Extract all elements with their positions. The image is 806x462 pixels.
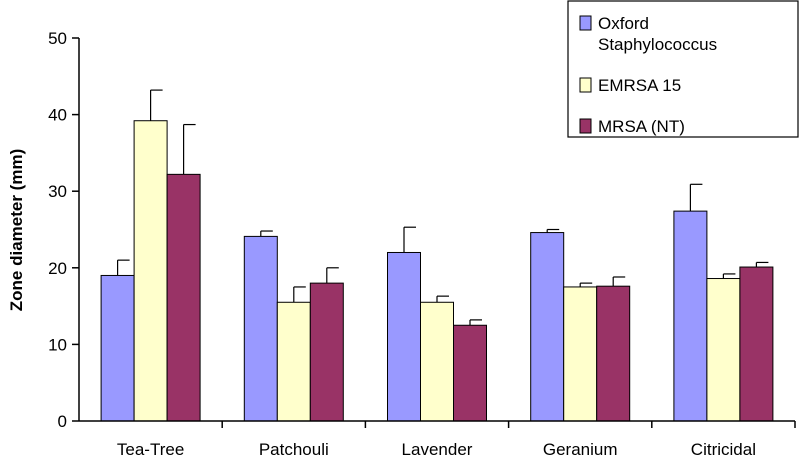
bar-mrsa-nt--geranium	[596, 285, 631, 422]
y-axis-label: Zone diameter (mm)	[7, 149, 26, 311]
bar-emrsa-15-geranium	[563, 286, 598, 422]
bar-emrsa-15-patchouli	[276, 301, 311, 422]
x-ticks: Tea-Tree Patchouli Lavender Geranium Citrici…	[117, 421, 796, 459]
y-tick-label: 30	[48, 182, 67, 201]
bar-emrsa-15-lavender	[420, 301, 454, 422]
y-tick-label: 10	[48, 335, 67, 354]
x-tick-label: Lavender	[402, 440, 473, 459]
y-tick-label: 0	[58, 412, 67, 431]
legend-swatch	[579, 77, 592, 93]
bars-layer	[100, 120, 774, 422]
legend-label: MRSA (NT)	[598, 117, 685, 136]
x-tick-label: Patchouli	[259, 440, 329, 459]
bar-mrsa-nt--tea-tree	[166, 173, 201, 422]
x-tick-label: Tea-Tree	[117, 440, 184, 459]
bar-oxford-staphylococcus-lavender	[387, 251, 421, 422]
legend: Oxford Staphylococcus EMRSA 15 MRSA (NT)	[567, 0, 799, 138]
bar-oxford-staphylococcus-citricidal	[673, 210, 708, 422]
bar-emrsa-15-tea-tree	[133, 120, 168, 422]
bar-mrsa-nt--patchouli	[309, 282, 344, 422]
x-tick-label: Geranium	[543, 440, 618, 459]
error-bars-layer	[116, 89, 769, 326]
bar-mrsa-nt--citricidal	[739, 266, 774, 422]
legend-label: Oxford	[598, 14, 649, 33]
y-tick-label: 50	[48, 29, 67, 48]
bar-emrsa-15-citricidal	[706, 278, 741, 422]
legend-label: Staphylococcus	[598, 35, 717, 54]
bar-mrsa-nt--lavender	[453, 324, 487, 422]
legend-swatch	[579, 15, 592, 31]
y-tick-label: 20	[48, 259, 67, 278]
legend-label: EMRSA 15	[598, 76, 681, 95]
y-tick-label: 40	[48, 106, 67, 125]
y-ticks: 0 10 20 30 40 50	[48, 29, 79, 431]
bar-oxford-staphylococcus-patchouli	[243, 235, 278, 422]
legend-swatch	[579, 118, 592, 134]
legend-box	[567, 0, 799, 138]
x-tick-label: Citricidal	[691, 440, 756, 459]
bar-oxford-staphylococcus-geranium	[530, 232, 565, 422]
bar-oxford-staphylococcus-tea-tree	[100, 274, 135, 422]
